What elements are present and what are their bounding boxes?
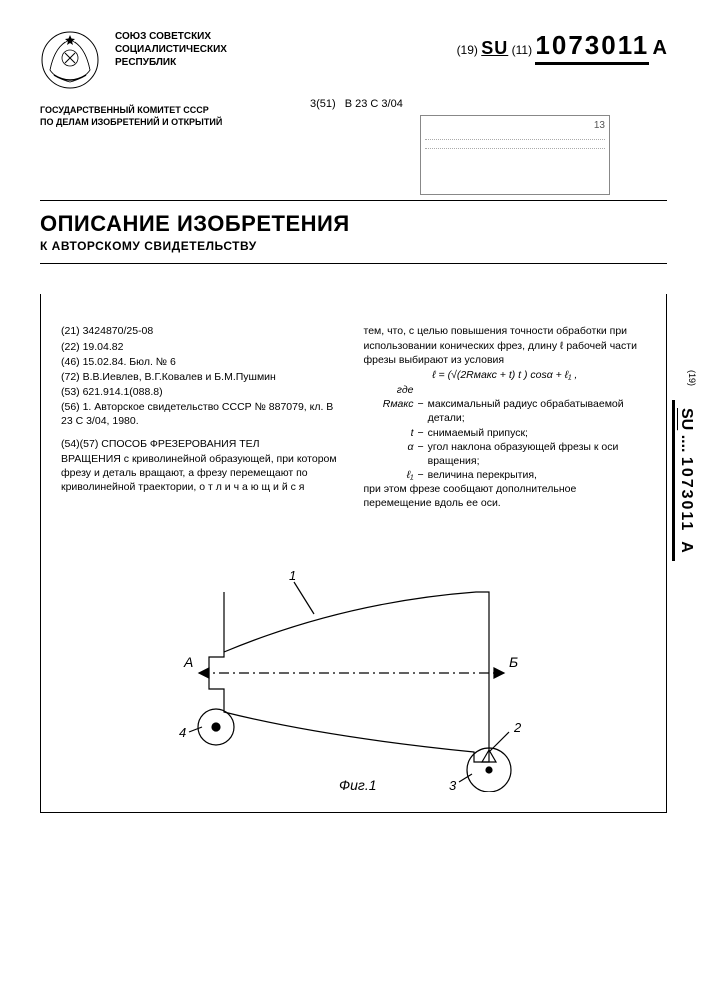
abstract-right-2: при этом фрезе сообщают дополнительное п… bbox=[364, 482, 647, 510]
callout-3: 3 bbox=[449, 778, 457, 792]
field-22: (22) 19.04.82 bbox=[61, 340, 344, 354]
issuer-line3: РЕСПУБЛИК bbox=[115, 56, 227, 69]
callout-2: 2 bbox=[513, 720, 522, 735]
field-72: (72) В.В.Иевлев, В.Г.Ковалев и Б.М.Пушми… bbox=[61, 370, 344, 384]
stamp-box: 13 bbox=[420, 115, 610, 195]
code-prefix: (19) bbox=[457, 43, 478, 57]
doc-title: ОПИСАНИЕ ИЗОБРЕТЕНИЯ bbox=[40, 211, 667, 237]
committee-line1: ГОСУДАРСТВЕННЫЙ КОМИТЕТ СССР bbox=[40, 105, 260, 117]
committee-block: ГОСУДАРСТВЕННЫЙ КОМИТЕТ СССР ПО ДЕЛАМ ИЗ… bbox=[40, 105, 260, 128]
side-paren: (19) bbox=[687, 370, 697, 386]
doc-subtitle: К АВТОРСКОМУ СВИДЕТЕЛЬСТВУ bbox=[40, 239, 667, 253]
abstract-right-1: тем, что, с целью повышения точности обр… bbox=[364, 324, 647, 367]
header-block: СОЮЗ СОВЕТСКИХ СОЦИАЛИСТИЧЕСКИХ РЕСПУБЛИ… bbox=[40, 30, 667, 90]
divider-top bbox=[40, 200, 667, 201]
ipc-row: 3(51) В 23 С 3/04 bbox=[310, 98, 667, 110]
content-box: (21) 3424870/25-08 (22) 19.04.82 (46) 15… bbox=[40, 294, 667, 812]
pub-number-block: (19) SU (11) 1073011 A bbox=[457, 30, 667, 61]
field-46: (46) 15.02.84. Бюл. № 6 bbox=[61, 355, 344, 369]
pub-number: 1073011 bbox=[535, 30, 649, 65]
issuer-line1: СОЮЗ СОВЕТСКИХ bbox=[115, 30, 227, 43]
right-column: тем, что, с целью повышения точности обр… bbox=[364, 324, 647, 511]
field-53: (53) 621.914.1(088.8) bbox=[61, 385, 344, 399]
pub-suffix: A bbox=[653, 37, 667, 59]
side-pub-label: SU .... 1073011 A bbox=[672, 400, 697, 561]
ussr-emblem bbox=[40, 30, 100, 90]
mark-B: Б bbox=[509, 654, 518, 670]
abstract-left: ВРАЩЕНИЯ с криволинейной образующей, при… bbox=[61, 452, 344, 495]
field-21: (21) 3424870/25-08 bbox=[61, 324, 344, 338]
callout-1: 1 bbox=[289, 568, 296, 583]
code-su: SU bbox=[481, 38, 508, 58]
committee-line2: ПО ДЕЛАМ ИЗОБРЕТЕНИЙ И ОТКРЫТИЙ bbox=[40, 117, 260, 129]
figure-label: Фиг.1 bbox=[339, 777, 377, 792]
ipc-code: В 23 С 3/04 bbox=[345, 98, 403, 110]
figure-1-diagram: 1 2 3 4 А Б Фиг.1 bbox=[144, 552, 564, 792]
issuer-text: СОЮЗ СОВЕТСКИХ СОЦИАЛИСТИЧЕСКИХ РЕСПУБЛИ… bbox=[115, 30, 227, 69]
field-56: (56) 1. Авторское свидетельство СССР № 8… bbox=[61, 400, 344, 428]
ipc-label: 3(51) bbox=[310, 98, 336, 110]
callout-4: 4 bbox=[179, 725, 186, 740]
issuer-line2: СОЦИАЛИСТИЧЕСКИХ bbox=[115, 43, 227, 56]
divider-mid bbox=[40, 263, 667, 264]
code-mid: (11) bbox=[512, 43, 532, 57]
left-column: (21) 3424870/25-08 (22) 19.04.82 (46) 15… bbox=[61, 324, 344, 511]
abstract-code: (54)(57) СПОСОБ ФРЕЗЕРОВАНИЯ ТЕЛ bbox=[61, 438, 260, 450]
formula: ℓ = (√(2Rмакс + t) t ) cosα + ℓ₁ , bbox=[364, 368, 647, 382]
mark-A: А bbox=[183, 654, 193, 670]
definitions: где Rмакс−максимальный радиус обрабатыва… bbox=[374, 383, 647, 482]
